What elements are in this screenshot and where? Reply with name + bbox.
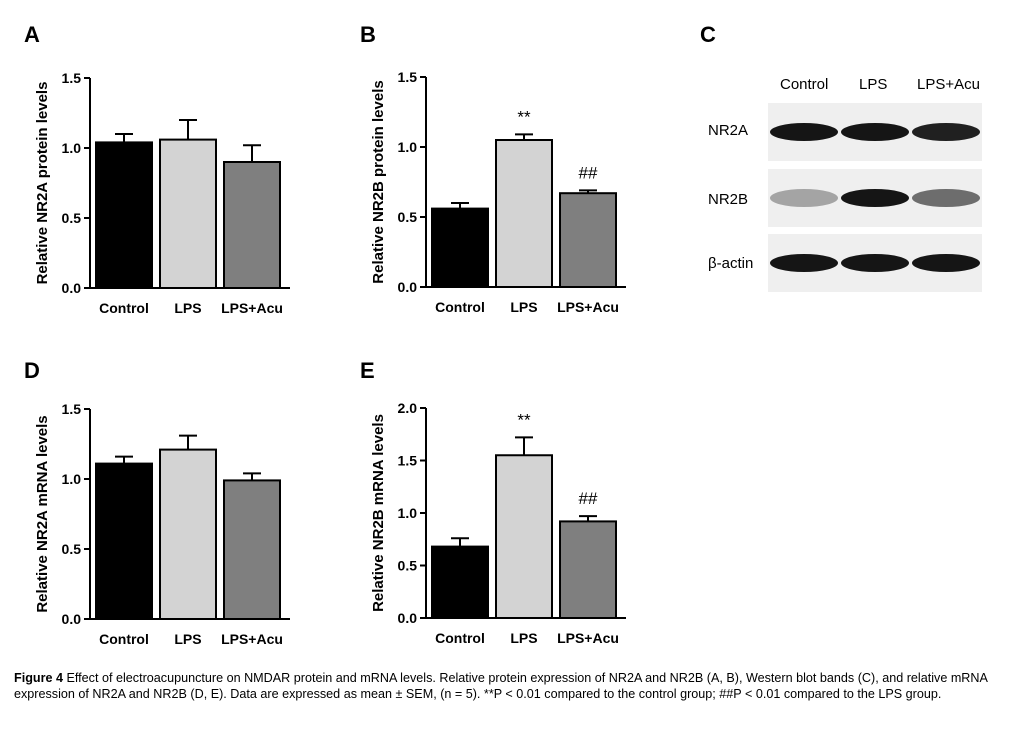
x-tick-label: Control: [435, 299, 485, 315]
x-tick-label: LPS: [510, 630, 537, 646]
x-tick-label: LPS: [174, 631, 201, 647]
bar-control: [95, 141, 153, 289]
x-tick-label: LPS+Acu: [557, 299, 619, 315]
panel-letter-e: E: [360, 358, 375, 383]
y-tick-label: 1.5: [398, 453, 418, 469]
x-tick-label: LPS+Acu: [557, 630, 619, 646]
blot-row-nr2a: [768, 103, 982, 161]
y-axis-label: Relative NR2A mRNA levels: [34, 415, 51, 612]
y-tick-label: 1.0: [62, 140, 82, 156]
y-tick-label: 2.0: [398, 400, 418, 416]
y-tick-label: 0.0: [62, 611, 82, 627]
bar-chart-nr2a-protein: 0.0 0.5 1.0 1.5 Relative NR2A protein levels…: [34, 69, 626, 647]
bar-lps-acu: [559, 520, 617, 620]
caption-lead: Figure 4: [14, 671, 63, 685]
bar-lps-acu: [559, 192, 617, 288]
blot-band: [770, 123, 838, 141]
y-tick-label: 0.0: [62, 280, 82, 296]
blot-row-nr2b: [768, 169, 982, 227]
blot-band: [841, 254, 909, 272]
blot-column-lps-acu: LPS+Acu: [917, 76, 980, 93]
blot-band: [841, 123, 909, 141]
bar-lps-acu: [223, 161, 281, 289]
significance-marker: **: [517, 410, 531, 429]
panel-letter-b: B: [360, 22, 376, 47]
x-tick-label: LPS: [510, 299, 537, 315]
chart-a: 0.0 0.5 1.0 1.5 Relative NR2A protein levels…: [34, 70, 290, 316]
y-tick-label: 1.5: [398, 69, 418, 85]
blot-image: [768, 103, 982, 292]
y-tick-label: 0.5: [62, 541, 82, 557]
y-tick-label: 0.0: [398, 279, 418, 295]
blot-band: [912, 254, 980, 272]
y-axis-label: Relative NR2B protein levels: [370, 80, 387, 283]
significance-marker: ##: [579, 163, 598, 182]
y-tick-label: 0.5: [62, 210, 82, 226]
y-tick-label: 1.5: [62, 401, 82, 417]
y-tick-label: 0.5: [398, 209, 418, 225]
x-tick-label: LPS: [174, 300, 201, 316]
blot-band: [912, 123, 980, 141]
panel-letter-d: D: [24, 358, 40, 383]
y-axis-label: Relative NR2B mRNA levels: [370, 414, 387, 612]
blot-band: [841, 189, 909, 207]
blot-row-label-nr2b: NR2B: [708, 191, 749, 208]
caption-text: Effect of electroacupuncture on NMDAR pr…: [14, 671, 988, 701]
blot-column-lps: LPS: [859, 76, 888, 93]
chart-b: 0.0 0.5 1.0 1.5 Relative NR2B protein levels…: [370, 69, 626, 315]
significance-marker: ##: [579, 489, 598, 508]
y-axis-label: Relative NR2A protein levels: [34, 82, 51, 285]
chart-e: 0.0 0.5 1.0 1.5 2.0 Relative NR2B mRNA levels…: [370, 400, 626, 646]
panel-letter-c: C: [700, 22, 716, 47]
bar-control: [95, 462, 153, 620]
x-tick-label: Control: [99, 300, 149, 316]
blot-row-label-beta-actin: β-actin: [708, 255, 754, 272]
significance-marker: **: [517, 107, 531, 126]
chart-d: 0.0 0.5 1.0 1.5 Relative NR2A mRNA levels Con…: [34, 401, 290, 647]
blot-column-control: Control: [780, 76, 829, 93]
bar-lps: [159, 448, 217, 620]
panel-letter-a: A: [24, 22, 40, 47]
x-tick-label: LPS+Acu: [221, 631, 283, 647]
figure-4: A B C D E 0.0 0.5 1.0 1.5 Relative NR2A prot…: [24, 22, 982, 647]
blot-band: [770, 189, 838, 207]
y-tick-label: 0.0: [398, 610, 418, 626]
blot-row--actin: [768, 234, 982, 292]
y-tick-label: 1.0: [398, 505, 418, 521]
bar-control: [431, 207, 489, 289]
x-tick-label: Control: [435, 630, 485, 646]
y-tick-label: 0.5: [398, 558, 418, 574]
bar-lps: [495, 139, 553, 288]
bar-control: [431, 545, 489, 619]
blot-band: [770, 254, 838, 272]
bar-lps: [495, 454, 553, 619]
x-tick-label: Control: [99, 631, 149, 647]
bar-lps: [159, 138, 217, 289]
y-tick-label: 1.0: [398, 139, 418, 155]
blot-band: [912, 189, 980, 207]
blot-row-label-nr2a: NR2A: [708, 122, 749, 139]
x-tick-label: LPS+Acu: [221, 300, 283, 316]
figure-caption: Figure 4 Effect of electroacupuncture on…: [14, 670, 1019, 702]
y-tick-label: 1.5: [62, 70, 82, 86]
bar-lps-acu: [223, 479, 281, 620]
y-tick-label: 1.0: [62, 471, 82, 487]
